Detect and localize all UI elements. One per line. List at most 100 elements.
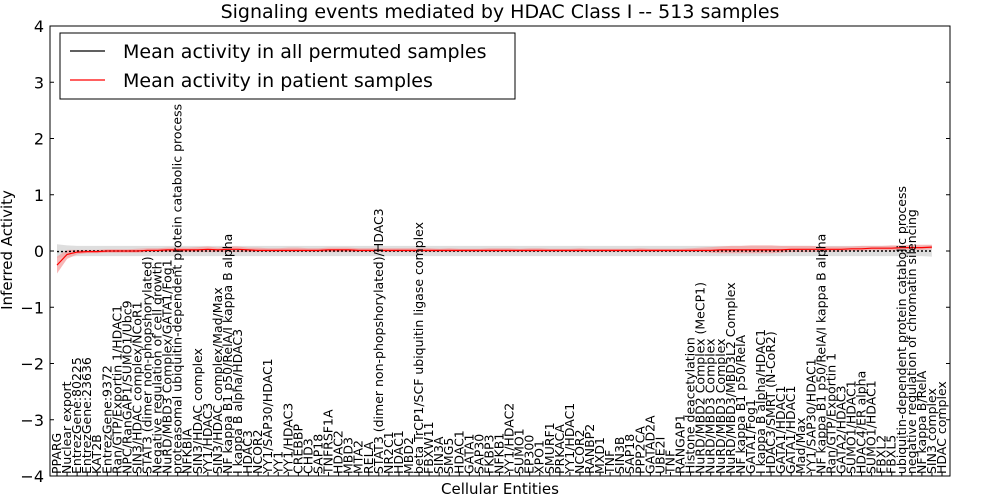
- entity-label: STAT3 (dimer non-phopshorylated): [140, 256, 155, 474]
- y-tick-label: 4: [34, 17, 44, 36]
- y-tick-label: −2: [20, 355, 44, 374]
- patient-series-line: [56, 246, 932, 266]
- entity-label: NCOR2: [572, 429, 587, 474]
- entity-label: FBXW11: [421, 421, 436, 474]
- entity-label: SIN3/HDAC complex/Mad/Max: [210, 287, 225, 474]
- entity-label: SAP18: [311, 434, 326, 474]
- entity-label: NCOR2: [250, 429, 265, 474]
- entity-label: TNFRSF1A: [321, 409, 336, 475]
- entity-label: EntrezGene:80225: [69, 357, 84, 474]
- entity-label: SAP18: [622, 434, 637, 474]
- entity-label: NFKB1: [492, 433, 507, 474]
- entity-label: MBD3: [341, 437, 356, 474]
- entity-label: STAT3 (dimer non-phopshorylated)/HDAC3: [371, 208, 386, 474]
- y-tick-label: 2: [34, 130, 44, 149]
- entity-label: HDAC3/SMRT (N-CoR2): [763, 331, 778, 474]
- entity-label: SMG5: [441, 438, 456, 474]
- y-tick-label: −3: [20, 411, 44, 430]
- entity-label: GATA1/Fog1: [743, 399, 758, 474]
- entity-label: NPC/RanGAP1/SUMO1/Ubc9: [119, 300, 134, 474]
- entity-label: NuRD/MBD3 Complex: [703, 338, 718, 474]
- entity-label: Histone deacetylation: [683, 337, 698, 474]
- entity-label: PPP2CA: [632, 426, 647, 474]
- entity-label: TNF: [602, 450, 617, 475]
- patient-confidence-band: [57, 244, 932, 274]
- entity-label: GATA1: [461, 434, 476, 474]
- legend-label-patient: Mean activity in patient samples: [123, 70, 433, 92]
- entity-label: YY1/SAP30/HDAC1: [803, 358, 818, 475]
- entity-label: MBD2: [401, 437, 416, 474]
- entity-label: EP300: [522, 435, 537, 474]
- entity-label: Ran/GTP/Exportin 1/HDAC1: [109, 305, 124, 474]
- entity-label: SIN3B: [612, 437, 627, 475]
- legend-box: [59, 32, 516, 100]
- y-axis-label: Inferred Activity: [0, 190, 16, 310]
- entity-label: RELA: [361, 441, 376, 474]
- y-axis-ticks: −4 −3 −2 −1 0 1 2 3 4: [20, 17, 950, 486]
- entity-label: NuRD/MBD3 Complex/GATA1/Fog1: [160, 259, 175, 474]
- entity-label: YY1/HDAC3: [280, 403, 295, 475]
- entity-label: SUMO1: [512, 428, 527, 474]
- entity-label: GATA1/HDAC1: [783, 386, 798, 474]
- entity-label: Negative regulation of cell growth: [150, 261, 165, 474]
- entity-label: NuRD/MBD3 Complex: [713, 338, 728, 474]
- entity-label: NuRD/MBD3/MBD3L2 Complex: [723, 282, 738, 474]
- entity-label: negative regulation of chromatin silenci…: [904, 209, 919, 474]
- entity-label: SMURF1: [542, 422, 557, 474]
- entity-label: RANGAP1: [673, 414, 688, 474]
- entity-label: PRKACA: [552, 424, 567, 474]
- entity-label: EntrezGene:9372: [99, 365, 114, 474]
- entity-label: NF kappa B1 p50/RelA: [733, 334, 748, 474]
- entity-label: NR2C1: [381, 431, 396, 474]
- entity-label: I kappa B alpha/HDAC3: [230, 329, 245, 474]
- entity-label: NuRD/MBD2 Complex (MeCP1): [693, 282, 708, 474]
- entity-label: NF kappa B1 p50/RelA/I kappa B alpha: [220, 234, 235, 474]
- entity-label: proteasomal ubiquitin-dependent protein …: [170, 104, 185, 474]
- entity-label: HDAC2: [331, 430, 346, 474]
- entity-label: NF kappa B/RelA: [914, 370, 929, 474]
- entity-label: beta TrCP1/SCF ubiquitin ligase complex: [411, 222, 426, 474]
- y-tick-label: 1: [34, 186, 44, 205]
- chart-title: Signaling events mediated by HDAC Class …: [221, 1, 780, 23]
- entity-label: SIN3 complex: [924, 388, 939, 474]
- entity-label: UBE2I: [652, 437, 667, 474]
- entity-label: YY1/SAP30/HDAC1: [260, 358, 275, 475]
- entity-label: NFKBIA: [180, 428, 195, 474]
- entity-label: HDAC3: [240, 430, 255, 474]
- entity-label: Ran/GTP/Exportin 1: [823, 353, 838, 474]
- y-tick-label: 3: [34, 73, 44, 92]
- entity-label: SIN3A: [431, 436, 446, 474]
- entity-label: GATAD2A: [642, 415, 657, 474]
- entity-label: HDAC complex: [934, 381, 949, 474]
- entity-label: CHD3: [300, 438, 315, 474]
- entity-label: HDAC1: [391, 430, 406, 474]
- entity-label: YY1/HDAC1: [562, 403, 577, 475]
- entity-label: KAT2B: [89, 434, 104, 474]
- series-lines: [56, 246, 932, 266]
- entity-label: HDAC4/ER alpha: [854, 371, 869, 474]
- entity-label: Mad/Max: [793, 418, 808, 474]
- y-tick-label: −1: [20, 298, 44, 317]
- entity-label: MTA2: [351, 440, 366, 474]
- entity-label: SAP30: [471, 434, 486, 474]
- legend: Mean activity in all permuted samples Me…: [59, 32, 516, 100]
- entity-label: YY1: [270, 451, 285, 475]
- entity-label: MXD1: [592, 437, 607, 474]
- entity-label: FBXL2: [874, 435, 889, 474]
- entity-label: XPO1: [532, 440, 547, 474]
- entity-label: SUMO1/HDAC1: [844, 380, 859, 474]
- entity-label: SIN3/HDAC complex/NCoR1: [130, 301, 145, 474]
- y-tick-label: −4: [20, 467, 44, 486]
- entity-label: FBXL5: [884, 435, 899, 474]
- entity-label: GATA2/HDAC3: [833, 386, 848, 474]
- confidence-bands: [57, 244, 932, 274]
- entity-label: NF kappa B1 p50/RelA/I kappa B alpha: [813, 234, 828, 474]
- entity-label: TNF: [663, 450, 678, 475]
- entity-label: Nuclear export: [59, 381, 74, 474]
- entity-label: EntrezGene:23636: [79, 357, 94, 474]
- y-tick-label: 0: [34, 242, 44, 261]
- entity-label: RANBP2: [582, 424, 597, 474]
- entity-label: PPARG: [49, 433, 64, 474]
- entity-label: CREBBP: [290, 424, 305, 474]
